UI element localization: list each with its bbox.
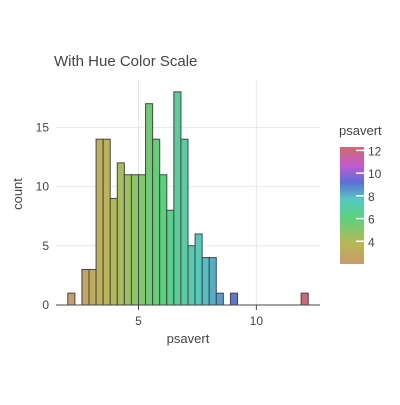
histogram-bar bbox=[95, 138, 104, 306]
histogram-bar bbox=[159, 174, 168, 306]
x-tick-label: 10 bbox=[250, 314, 264, 328]
axes-group: 5 10 0 5 10 15 bbox=[36, 120, 320, 328]
histogram-bar bbox=[187, 245, 196, 306]
histogram-bar bbox=[152, 138, 161, 306]
histogram-bar bbox=[180, 138, 189, 306]
colorbar-gradient bbox=[340, 147, 364, 264]
y-tick-label: 0 bbox=[42, 298, 49, 312]
y-tick-label: 5 bbox=[42, 239, 49, 253]
colorbar-ticks: 4 6 8 10 12 bbox=[356, 144, 382, 249]
colorbar-tick-label: 8 bbox=[368, 190, 375, 204]
colorbar-tick-label: 4 bbox=[368, 235, 375, 249]
colorbar-tick-label: 10 bbox=[368, 167, 382, 181]
histogram-bar bbox=[102, 138, 111, 306]
histogram-bar bbox=[109, 197, 118, 306]
y-tick-label: 15 bbox=[36, 120, 50, 134]
colorbar-tick-label: 12 bbox=[368, 144, 382, 158]
histogram-bar bbox=[67, 292, 76, 306]
histogram-bar bbox=[166, 209, 175, 306]
x-axis-label: psavert bbox=[167, 331, 210, 346]
colorbar-title: psavert bbox=[339, 123, 382, 138]
histogram-bar bbox=[145, 103, 154, 306]
bars-group bbox=[67, 91, 309, 306]
histogram-bar bbox=[130, 174, 140, 306]
histogram-bar bbox=[116, 162, 125, 306]
y-axis-label: count bbox=[10, 178, 25, 210]
histogram-bar bbox=[194, 233, 203, 306]
x-tick-label: 5 bbox=[135, 314, 142, 328]
histogram-bar bbox=[300, 292, 309, 306]
histogram-bar bbox=[215, 292, 224, 306]
histogram-bar bbox=[81, 268, 90, 306]
histogram-bar bbox=[229, 292, 239, 306]
chart-title: With Hue Color Scale bbox=[54, 53, 197, 70]
histogram-bar bbox=[88, 268, 97, 306]
histogram-bar bbox=[123, 174, 132, 306]
colorbar: psavert 4 6 8 10 12 bbox=[339, 123, 382, 264]
colorbar-tick-label: 6 bbox=[368, 213, 375, 227]
histogram-bar bbox=[138, 174, 147, 306]
y-tick-label: 10 bbox=[36, 180, 50, 194]
histogram-bar bbox=[208, 257, 217, 306]
histogram-bar bbox=[201, 257, 210, 306]
histogram-bar bbox=[173, 91, 182, 306]
